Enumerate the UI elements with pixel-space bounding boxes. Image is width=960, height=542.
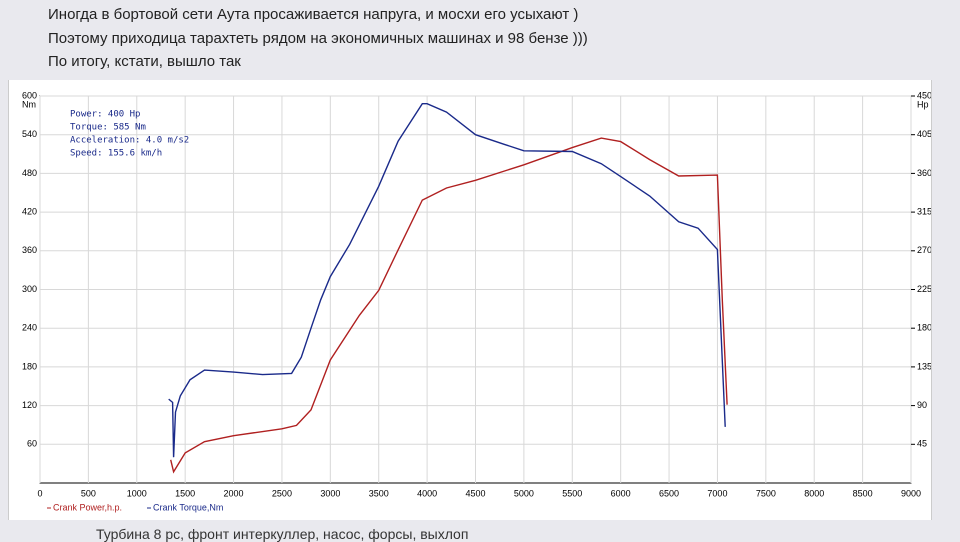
- info-text: Acceleration: 4.0 m/s2: [70, 136, 189, 146]
- legend-label: Crank Power,h.p.: [53, 502, 122, 512]
- y-axis-label: Nm: [22, 99, 36, 109]
- x-tick-label: 1000: [127, 488, 147, 498]
- y2-tick-label: 450: [917, 90, 931, 100]
- x-tick-label: 3500: [369, 488, 389, 498]
- x-tick-label: 5000: [514, 488, 534, 498]
- y-tick-label: 420: [22, 206, 37, 216]
- y2-tick-label: 45: [917, 439, 927, 449]
- x-tick-label: 0: [37, 488, 42, 498]
- x-tick-label: 7500: [756, 488, 776, 498]
- post-text-line: По итогу, кстати, вышло так: [48, 53, 241, 70]
- y-tick-label: 60: [27, 439, 37, 449]
- series-line: [168, 103, 726, 458]
- x-tick-label: 500: [81, 488, 96, 498]
- y2-tick-label: 180: [917, 323, 931, 333]
- y-tick-label: 480: [22, 168, 37, 178]
- y2-tick-label: 270: [917, 245, 931, 255]
- x-tick-label: 2500: [272, 488, 292, 498]
- y2-tick-label: 90: [917, 400, 927, 410]
- x-tick-label: 5500: [562, 488, 582, 498]
- y-tick-label: 540: [22, 129, 37, 139]
- y-tick-label: 360: [22, 245, 37, 255]
- x-tick-label: 6000: [611, 488, 631, 498]
- y2-tick-label: 405: [917, 129, 931, 139]
- y2-axis-label: Hp: [917, 99, 929, 109]
- chart: 0 500 1000 1500 2000 2500 3000 3500 4000 4500 5000…: [22, 90, 932, 512]
- y-tick-label: 300: [22, 284, 37, 294]
- y-tick-label: 120: [22, 400, 37, 410]
- x-tick-label: 9000: [901, 488, 921, 498]
- y2-tick-label: 135: [917, 361, 931, 371]
- info-text: Power: 400 Hp: [70, 110, 140, 120]
- post-text-line: Поэтому приходица тарахтеть рядом на эко…: [48, 30, 588, 47]
- y2-tick-label: 225: [917, 284, 931, 294]
- y2-tick-label: 360: [917, 168, 931, 178]
- x-tick-label: 4500: [465, 488, 485, 498]
- x-tick-label: 4000: [417, 488, 437, 498]
- x-tick-label: 1500: [175, 488, 195, 498]
- x-tick-label: 8000: [804, 488, 824, 498]
- y-tick-label: 240: [22, 323, 37, 333]
- info-text: Speed: 155.6 km/h: [70, 149, 162, 159]
- x-tick-label: 6500: [659, 488, 679, 498]
- legend-label: Crank Torque,Nm: [153, 502, 223, 512]
- chart-panel: 0 500 1000 1500 2000 2500 3000 3500 4000 4500 5000…: [8, 80, 932, 520]
- series-line: [170, 137, 728, 474]
- post-text-line: Иногда в бортовой сети Аута просаживаетс…: [48, 6, 579, 23]
- y-tick-label: 180: [22, 361, 37, 371]
- x-tick-label: 2000: [224, 488, 244, 498]
- info-text: Torque: 585 Nm: [70, 123, 146, 133]
- caption: Турбина 8 рс, фронт интеркуллер, насос, …: [96, 526, 469, 542]
- x-tick-label: 8500: [853, 488, 873, 498]
- y2-tick-label: 315: [917, 206, 931, 216]
- x-tick-label: 3000: [320, 488, 340, 498]
- x-tick-label: 7000: [707, 488, 727, 498]
- y-tick-label: 600: [22, 90, 37, 100]
